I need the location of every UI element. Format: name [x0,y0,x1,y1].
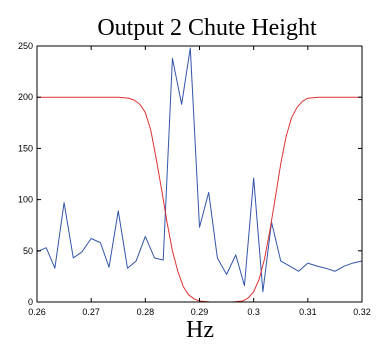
x-tick-label: 0.27 [82,307,100,317]
axes-frame [36,45,363,303]
x-axis-label: Hz [186,317,214,343]
y-tick-label: 50 [23,246,33,256]
x-tick-label: 0.28 [137,307,155,317]
y-tick-label: 150 [18,143,33,153]
series-line-0 [36,47,363,293]
x-axis: 0.26 0.27 0.28 0.29 0.3 0.31 0.32 [28,46,371,317]
x-tick-label: 0.26 [28,307,46,317]
y-tick-label: 0 [28,297,33,307]
x-tick-label: 0.32 [353,307,371,317]
plot-series [36,47,363,303]
series-line-1 [37,96,362,303]
chart-title: Output 2 Chute Height [97,15,317,41]
x-tick-label: 0.31 [299,307,317,317]
y-tick-label: 250 [18,41,33,51]
x-tick-label: 0.29 [191,307,209,317]
y-tick-label: 200 [18,92,33,102]
x-tick-label: 0.3 [247,307,260,317]
y-axis: 0 50 100 150 200 250 [18,41,362,307]
y-tick-label: 100 [18,195,33,205]
